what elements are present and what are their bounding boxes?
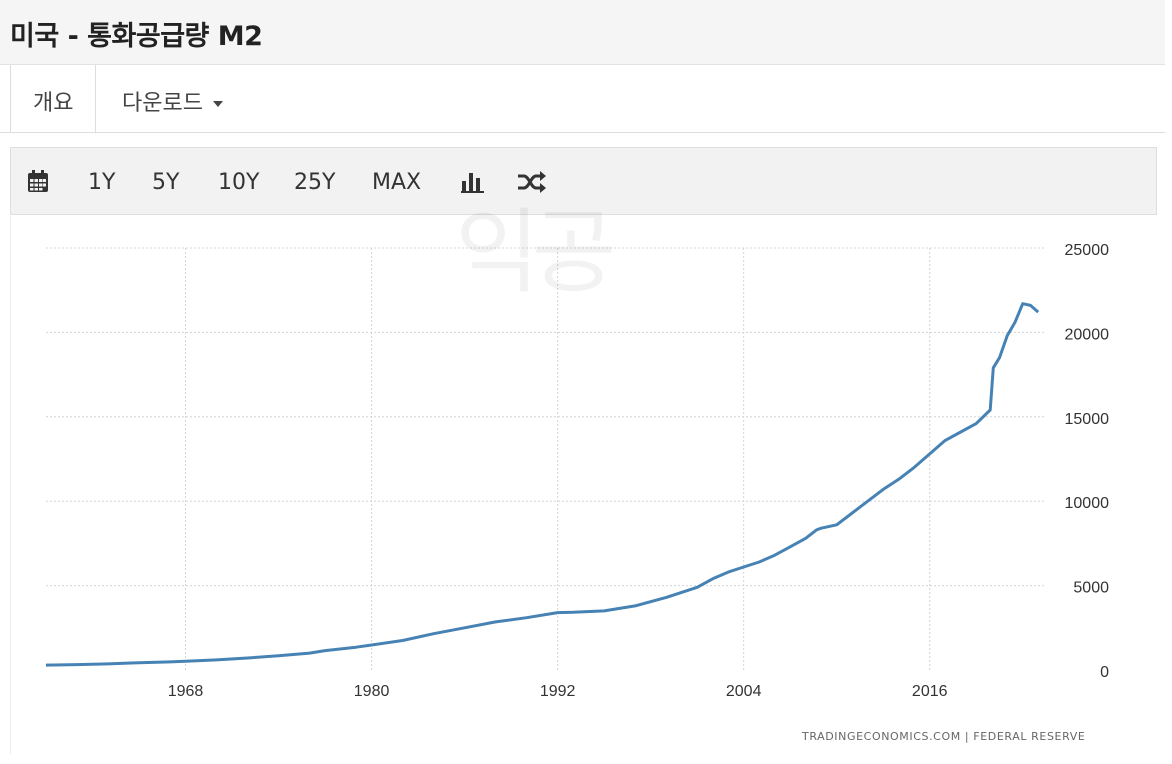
range-max-button[interactable]: MAX [372, 170, 422, 195]
range-1y-button[interactable]: 1Y [88, 170, 116, 195]
x-tick-label: 2004 [726, 683, 762, 700]
bar-chart-icon[interactable] [461, 171, 485, 199]
calendar-icon[interactable] [27, 169, 49, 199]
page-title: 미국 - 통화공급량 M2 [10, 21, 263, 52]
y-tick-label: 20000 [1065, 326, 1110, 343]
y-tick-label: 25000 [1065, 242, 1110, 259]
tab-overview[interactable]: 개요 [10, 65, 96, 132]
tab-overview-label: 개요 [33, 91, 74, 116]
range-10y-button[interactable]: 10Y [218, 170, 260, 195]
range-5y-button[interactable]: 5Y [152, 170, 180, 195]
caret-down-icon [212, 101, 223, 107]
range-25y-button[interactable]: 25Y [294, 170, 336, 195]
line-chart: 0 5000 10000 15000 20000 25000 1968 1980 1992 200… [45, 242, 1110, 700]
series-line-m2 [45, 302, 1040, 667]
title-bar: 미국 - 통화공급량 M2 [0, 0, 1165, 65]
watermark-text: 익공 [455, 199, 616, 306]
source-credit: TRADINGECONOMICS.COM | FEDERAL RESERVE [802, 730, 1086, 743]
y-tick-label: 5000 [1073, 580, 1109, 597]
x-tick-label: 2016 [912, 683, 948, 700]
y-tick-label: 15000 [1065, 411, 1110, 428]
chart-toolbar: 1Y 5Y 10Y 25Y MAX [10, 147, 1157, 215]
chart-area: 0 5000 10000 15000 20000 25000 1968 1980 1992 200… [10, 216, 1158, 754]
tab-download[interactable]: 다운로드 [122, 85, 223, 117]
x-tick-label: 1968 [168, 683, 204, 700]
y-tick-label: 0 [1100, 664, 1109, 681]
x-tick-label: 1992 [540, 683, 576, 700]
y-tick-label: 10000 [1065, 495, 1110, 512]
shuffle-icon[interactable] [517, 171, 547, 199]
tab-download-label: 다운로드 [122, 91, 203, 116]
x-tick-label: 1980 [354, 683, 390, 700]
tab-bar: 개요 다운로드 [0, 65, 1165, 133]
